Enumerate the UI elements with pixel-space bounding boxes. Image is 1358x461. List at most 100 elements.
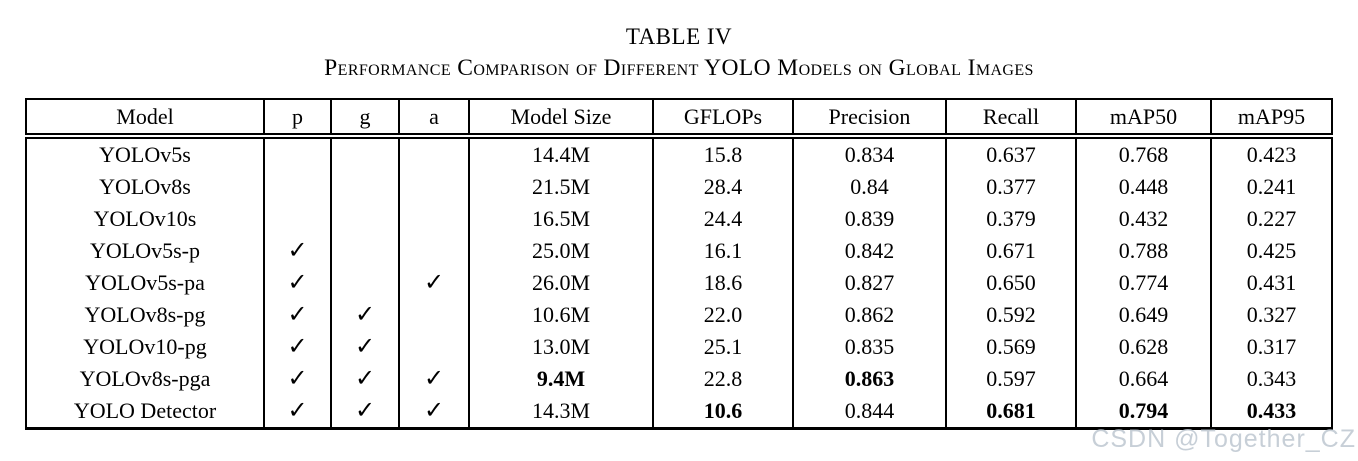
a-check-cell: ✓ (398, 363, 470, 395)
model-name-cell: YOLOv5s (25, 136, 265, 171)
gflops-cell: 15.8 (652, 136, 794, 171)
table-title: Performance Comparison of Different YOLO… (324, 55, 1034, 81)
a-check-cell (398, 203, 470, 235)
g-check-cell: ✓ (330, 363, 400, 395)
recall-cell: 0.597 (945, 363, 1077, 395)
p-check-cell: ✓ (263, 363, 332, 395)
table-row: YOLOv5s-p ✓ 25.0M 16.1 0.842 0.671 0.788 0.425 (25, 235, 1333, 267)
model-name-cell: YOLOv10s (25, 203, 265, 235)
model-name-cell: YOLOv10-pg (25, 331, 265, 363)
precision-cell: 0.842 (792, 235, 947, 267)
column-header-precision: Precision (792, 99, 947, 139)
header-row: Model p g a Model Size GFLOPs Precision Recall m… (25, 99, 1333, 139)
model-size-cell: 21.5M (468, 171, 654, 203)
recall-cell: 0.671 (945, 235, 1077, 267)
p-check-cell: ✓ (263, 235, 332, 267)
model-name-cell: YOLOv8s (25, 171, 265, 203)
precision-cell: 0.835 (792, 331, 947, 363)
precision-cell: 0.844 (792, 395, 947, 429)
table-row: YOLO Detector ✓ ✓ ✓ 14.3M 10.6 0.844 0.681 0.794… (25, 395, 1333, 429)
recall-cell: 0.377 (945, 171, 1077, 203)
map95-cell: 0.431 (1210, 267, 1333, 299)
map95-cell: 0.227 (1210, 203, 1333, 235)
map95-cell: 0.241 (1210, 171, 1333, 203)
table-row: YOLOv8s-pg ✓ ✓ 10.6M 22.0 0.862 0.592 0.649 0.32… (25, 299, 1333, 331)
g-check-cell (330, 235, 400, 267)
gflops-cell: 28.4 (652, 171, 794, 203)
a-check-cell: ✓ (398, 267, 470, 299)
precision-cell: 0.839 (792, 203, 947, 235)
yolo-performance-table: Model p g a Model Size GFLOPs Precision Recall m… (25, 98, 1333, 430)
table-row: YOLOv10-pg ✓ ✓ 13.0M 25.1 0.835 0.569 0.628 0.31… (25, 331, 1333, 363)
recall-cell: 0.592 (945, 299, 1077, 331)
precision-cell: 0.84 (792, 171, 947, 203)
table-row: YOLOv5s 14.4M 15.8 0.834 0.637 0.768 0.423 (25, 136, 1333, 171)
column-header-a: a (398, 99, 470, 139)
map50-cell: 0.774 (1075, 267, 1212, 299)
gflops-cell: 18.6 (652, 267, 794, 299)
map50-cell: 0.448 (1075, 171, 1212, 203)
model-size-cell: 25.0M (468, 235, 654, 267)
gflops-cell: 10.6 (652, 395, 794, 429)
map95-cell: 0.317 (1210, 331, 1333, 363)
a-check-cell (398, 171, 470, 203)
recall-cell: 0.569 (945, 331, 1077, 363)
map50-cell: 0.768 (1075, 136, 1212, 171)
table-row: YOLOv10s 16.5M 24.4 0.839 0.379 0.432 0.227 (25, 203, 1333, 235)
map95-cell: 0.425 (1210, 235, 1333, 267)
p-check-cell (263, 136, 332, 171)
g-check-cell (330, 171, 400, 203)
model-name-cell: YOLOv8s-pga (25, 363, 265, 395)
model-size-cell: 13.0M (468, 331, 654, 363)
column-header-recall: Recall (945, 99, 1077, 139)
gflops-cell: 22.8 (652, 363, 794, 395)
model-size-cell: 14.3M (468, 395, 654, 429)
p-check-cell: ✓ (263, 331, 332, 363)
column-header-map50: mAP50 (1075, 99, 1212, 139)
precision-cell: 0.834 (792, 136, 947, 171)
g-check-cell: ✓ (330, 395, 400, 429)
p-check-cell: ✓ (263, 267, 332, 299)
model-size-cell: 9.4M (468, 363, 654, 395)
column-header-map95: mAP95 (1210, 99, 1333, 139)
gflops-cell: 22.0 (652, 299, 794, 331)
column-header-model: Model (25, 99, 265, 139)
map95-cell: 0.327 (1210, 299, 1333, 331)
precision-cell: 0.862 (792, 299, 947, 331)
column-header-model-size: Model Size (468, 99, 654, 139)
column-header-p: p (263, 99, 332, 139)
table-row: YOLOv5s-pa ✓ ✓ 26.0M 18.6 0.827 0.650 0.774 0.43… (25, 267, 1333, 299)
model-size-cell: 16.5M (468, 203, 654, 235)
precision-cell: 0.863 (792, 363, 947, 395)
a-check-cell (398, 136, 470, 171)
table-caption: TABLE IV Performance Comparison of Diffe… (0, 0, 1358, 82)
p-check-cell: ✓ (263, 299, 332, 331)
map50-cell: 0.794 (1075, 395, 1212, 429)
map95-cell: 0.433 (1210, 395, 1333, 429)
recall-cell: 0.681 (945, 395, 1077, 429)
g-check-cell (330, 136, 400, 171)
model-size-cell: 10.6M (468, 299, 654, 331)
gflops-cell: 24.4 (652, 203, 794, 235)
a-check-cell (398, 299, 470, 331)
recall-cell: 0.637 (945, 136, 1077, 171)
model-name-cell: YOLOv8s-pg (25, 299, 265, 331)
a-check-cell: ✓ (398, 395, 470, 429)
column-header-gflops: GFLOPs (652, 99, 794, 139)
map95-cell: 0.423 (1210, 136, 1333, 171)
model-size-cell: 26.0M (468, 267, 654, 299)
table-row: YOLOv8s-pga ✓ ✓ ✓ 9.4M 22.8 0.863 0.597 0.664 0.3… (25, 363, 1333, 395)
map50-cell: 0.628 (1075, 331, 1212, 363)
p-check-cell (263, 171, 332, 203)
gflops-cell: 16.1 (652, 235, 794, 267)
p-check-cell: ✓ (263, 395, 332, 429)
precision-cell: 0.827 (792, 267, 947, 299)
column-header-g: g (330, 99, 400, 139)
g-check-cell (330, 203, 400, 235)
map50-cell: 0.664 (1075, 363, 1212, 395)
map50-cell: 0.649 (1075, 299, 1212, 331)
map50-cell: 0.788 (1075, 235, 1212, 267)
model-name-cell: YOLOv5s-pa (25, 267, 265, 299)
model-size-cell: 14.4M (468, 136, 654, 171)
model-name-cell: YOLOv5s-p (25, 235, 265, 267)
